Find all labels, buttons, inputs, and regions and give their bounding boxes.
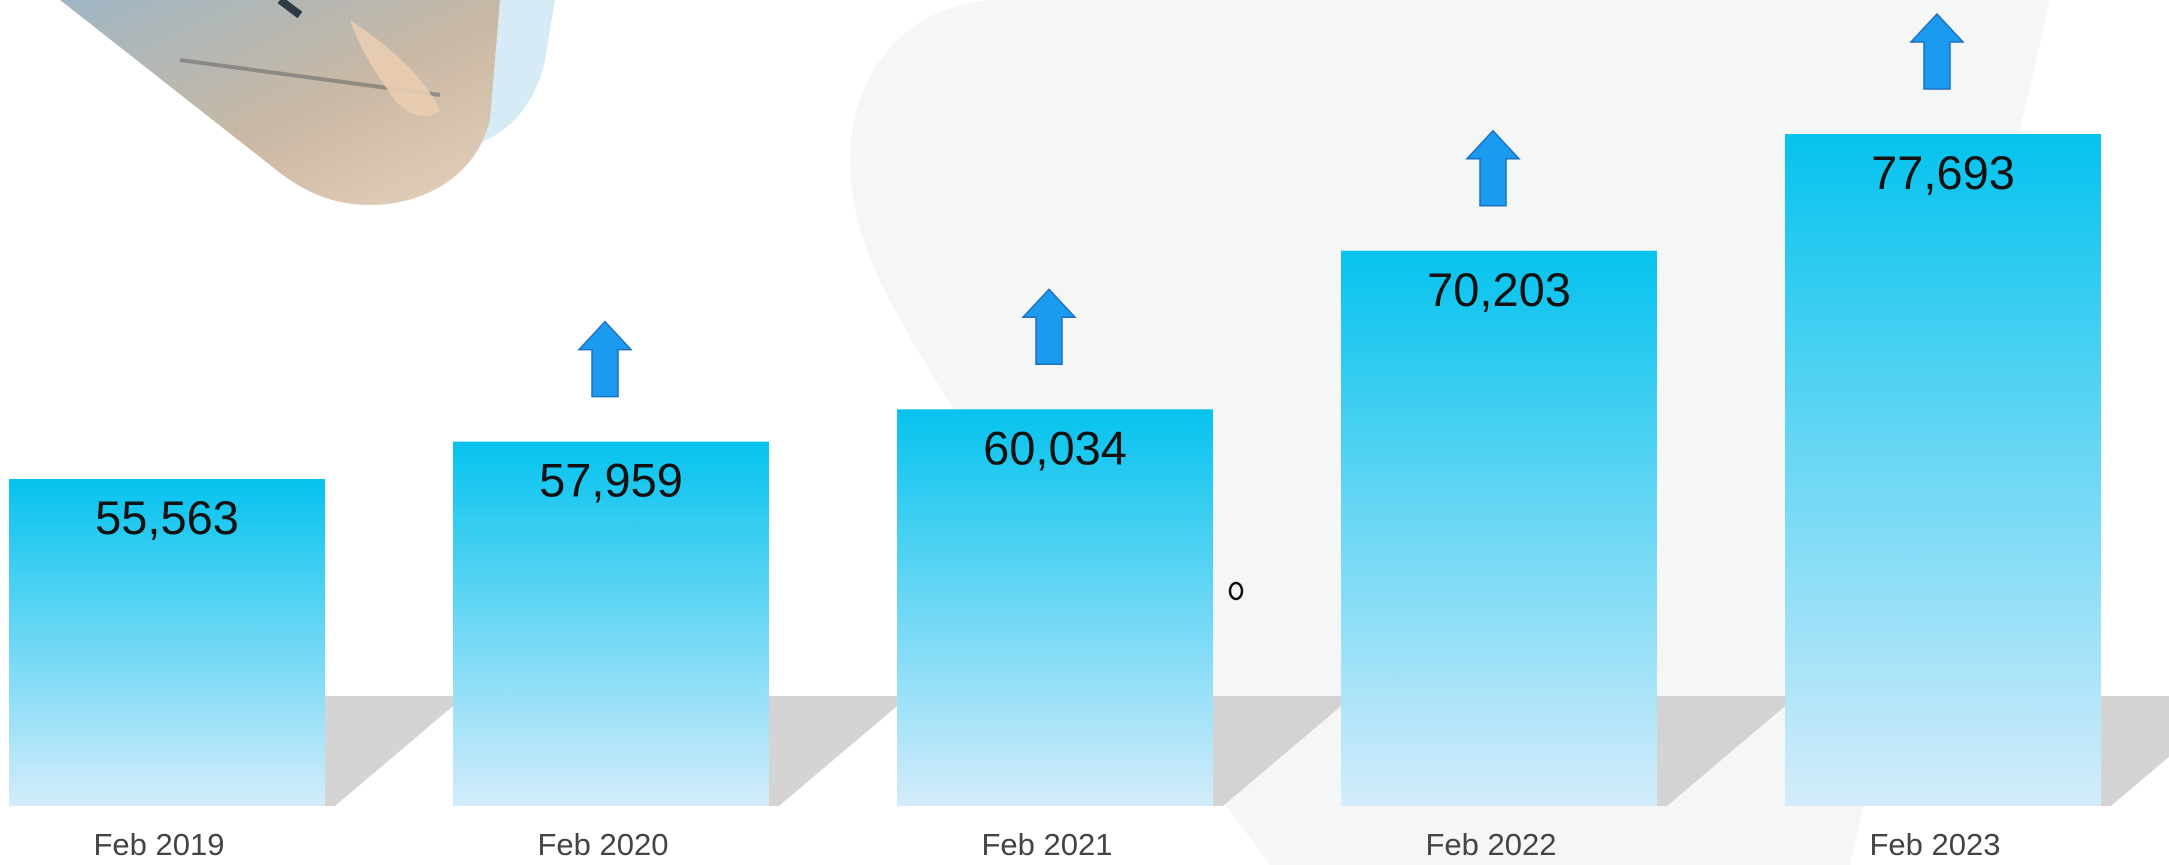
bar-value-label: 57,959 bbox=[539, 454, 683, 507]
bar-value-label: 70,203 bbox=[1427, 263, 1571, 316]
bar bbox=[1341, 250, 1657, 806]
bar-shadow bbox=[769, 696, 909, 806]
bar-value-label: 55,563 bbox=[95, 491, 239, 544]
increase-arrow-icon bbox=[1021, 288, 1077, 366]
bar bbox=[453, 441, 769, 806]
bar-shadows bbox=[325, 696, 2169, 806]
bar bbox=[897, 409, 1213, 806]
category-label: Feb 2023 bbox=[1870, 827, 2001, 862]
bar bbox=[1785, 134, 2101, 806]
category-labels-group: Feb 2019 Feb 2020 Feb 2021 Feb 2022 Feb 2023 bbox=[94, 827, 2001, 862]
value-labels-group: 55,563 57,959 60,034 70,203 77,693 bbox=[95, 146, 2015, 544]
bar-shadow bbox=[325, 696, 465, 806]
increase-arrow-icon bbox=[1465, 129, 1521, 207]
photo-decoration bbox=[60, 0, 555, 205]
increase-arrow-icon bbox=[577, 320, 633, 398]
category-label: Feb 2020 bbox=[538, 827, 669, 862]
arrows-group bbox=[577, 12, 1965, 398]
bar-value-label: 60,034 bbox=[983, 421, 1127, 474]
bars-group bbox=[9, 134, 2101, 806]
bar-shadow bbox=[2101, 696, 2169, 806]
bar-value-label: 77,693 bbox=[1871, 146, 2015, 199]
category-label: Feb 2022 bbox=[1426, 827, 1557, 862]
bar bbox=[9, 479, 325, 806]
category-label: Feb 2021 bbox=[982, 827, 1113, 862]
bar-shadow bbox=[1657, 696, 1797, 806]
increase-arrow-icon bbox=[1909, 12, 1965, 90]
category-label: Feb 2019 bbox=[94, 827, 225, 862]
bar-shadow bbox=[1213, 696, 1353, 806]
decorative-ring bbox=[1228, 581, 1244, 601]
